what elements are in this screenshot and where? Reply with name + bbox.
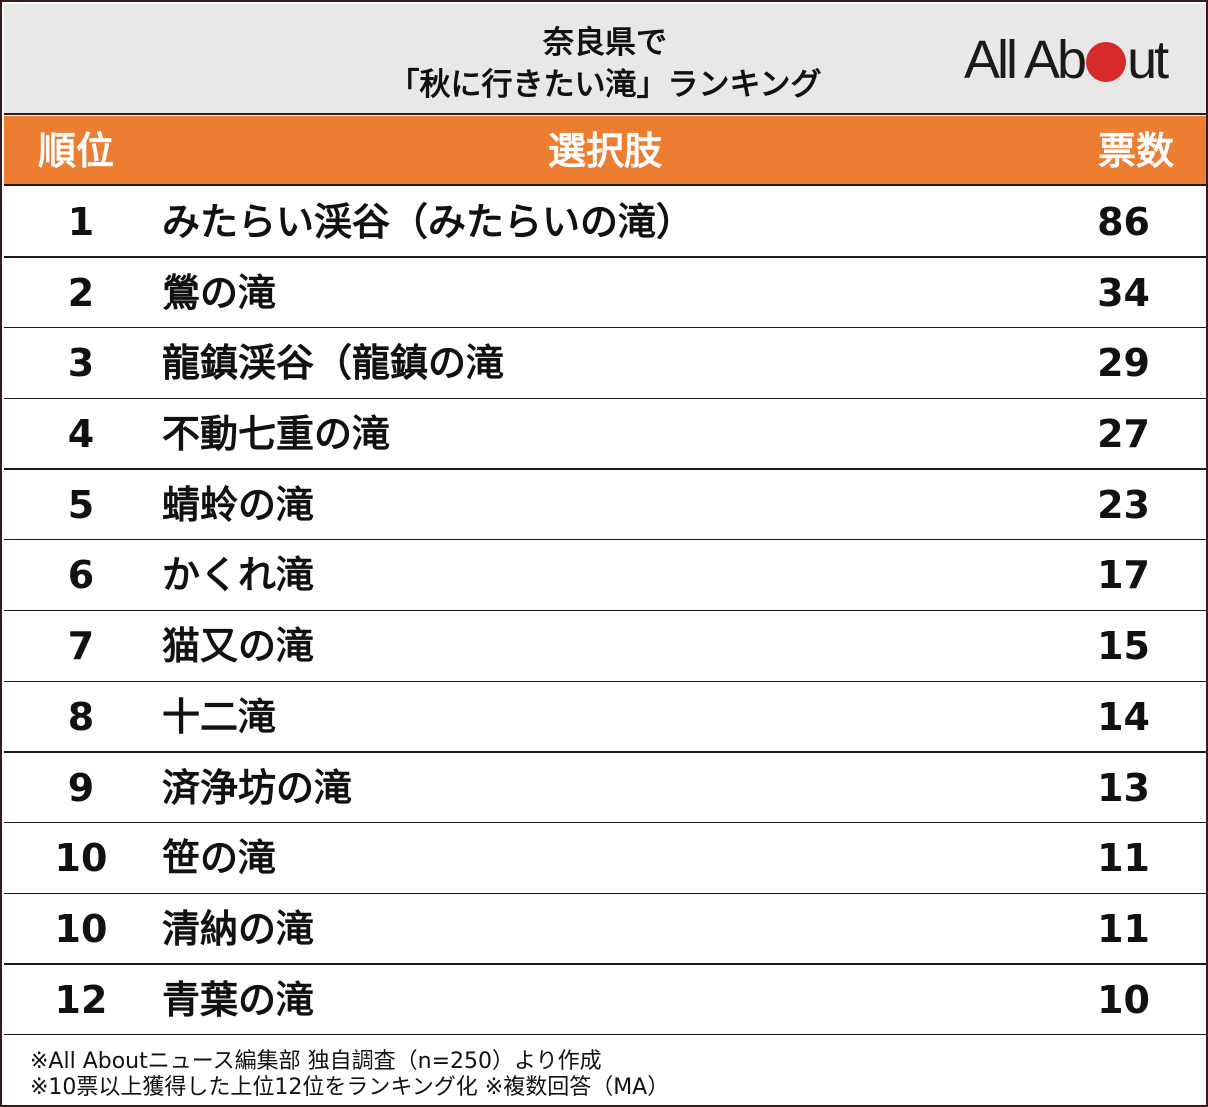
rank-cell: 1 <box>67 200 95 244</box>
choice-cell: 龍鎮渓谷（龍鎮の滝 <box>162 341 505 386</box>
votes-cell: 13 <box>1097 765 1150 810</box>
choice-cell: 鶯の滝 <box>162 270 277 315</box>
rank-cell: 3 <box>67 341 95 386</box>
table-row: 1 みたらい渓谷（みたらいの滝） 86 <box>4 187 1206 258</box>
choice-cell: 済浄坊の滝 <box>162 765 353 810</box>
logo-red-dot-icon <box>1086 42 1127 82</box>
rank-cell: 9 <box>67 765 95 810</box>
footnote-method: ※10票以上獲得した上位12位をランキング化 ※複数回答（MA） <box>30 1075 670 1100</box>
choice-cell: 蜻蛉の滝 <box>162 482 315 527</box>
votes-cell: 23 <box>1097 482 1150 527</box>
rank-cell: 2 <box>67 270 95 315</box>
table-row: 12 青葉の滝 10 <box>4 965 1206 1036</box>
choice-cell: 猫又の滝 <box>162 624 315 669</box>
title-header: 奈良県で 「秋に行きたい滝」ランキング All Ab ut <box>4 4 1206 115</box>
logo-text-left: All Ab <box>964 30 1087 90</box>
table-row: 10 清納の滝 11 <box>4 894 1206 965</box>
column-header-choice: 選択肢 <box>547 129 662 173</box>
rank-cell: 6 <box>67 553 95 598</box>
choice-cell: 清納の滝 <box>162 906 315 951</box>
votes-cell: 10 <box>1097 977 1150 1022</box>
votes-cell: 11 <box>1097 836 1150 881</box>
allabout-logo: All Ab ut <box>964 30 1169 90</box>
rank-cell: 5 <box>67 482 95 527</box>
votes-cell: 29 <box>1097 341 1150 386</box>
rank-cell: 7 <box>67 624 95 669</box>
table-row: 4 不動七重の滝 27 <box>4 399 1206 470</box>
votes-cell: 27 <box>1097 412 1150 457</box>
rank-cell: 4 <box>67 412 95 457</box>
choice-cell: みたらい渓谷（みたらいの滝） <box>162 200 695 244</box>
choice-cell: かくれ滝 <box>162 553 315 598</box>
table-row: 2 鶯の滝 34 <box>4 258 1206 329</box>
table-row: 5 蜻蛉の滝 23 <box>4 470 1206 541</box>
table-row: 10 笹の滝 11 <box>4 823 1206 894</box>
choice-cell: 青葉の滝 <box>162 977 315 1022</box>
votes-cell: 34 <box>1097 270 1150 315</box>
choice-cell: 笹の滝 <box>162 836 277 881</box>
votes-cell: 11 <box>1097 906 1150 951</box>
footnotes: ※All Aboutニュース編集部 独自調査（n=250）より作成 ※10票以上… <box>4 1035 1206 1107</box>
votes-cell: 86 <box>1097 200 1150 244</box>
footnote-source: ※All Aboutニュース編集部 独自調査（n=250）より作成 <box>30 1049 602 1074</box>
table-row: 8 十二滝 14 <box>4 682 1206 753</box>
rank-cell: 8 <box>67 694 95 739</box>
title-line-1: 奈良県で <box>543 25 667 61</box>
page-title: 奈良県で 「秋に行きたい滝」ランキング <box>4 22 1206 106</box>
choice-cell: 十二滝 <box>162 694 277 739</box>
table-row: 9 済浄坊の滝 13 <box>4 753 1206 824</box>
votes-cell: 14 <box>1097 694 1150 739</box>
rank-cell: 10 <box>54 836 108 881</box>
votes-cell: 15 <box>1097 624 1150 669</box>
column-header-row: 選択肢 順位 票数 <box>4 116 1206 186</box>
choice-cell: 不動七重の滝 <box>162 412 391 457</box>
rank-cell: 12 <box>54 977 108 1022</box>
column-header-rank: 順位 <box>38 129 115 173</box>
column-header-votes: 票数 <box>1097 129 1174 173</box>
logo-text-right: ut <box>1127 30 1169 90</box>
votes-cell: 17 <box>1097 553 1150 598</box>
title-line-2: 「秋に行きたい滝」ランキング <box>388 67 822 103</box>
table-row: 7 猫又の滝 15 <box>4 611 1206 682</box>
rank-cell: 10 <box>54 906 108 951</box>
table-row: 3 龍鎮渓谷（龍鎮の滝 29 <box>4 328 1206 400</box>
table-row: 6 かくれ滝 17 <box>4 540 1206 612</box>
